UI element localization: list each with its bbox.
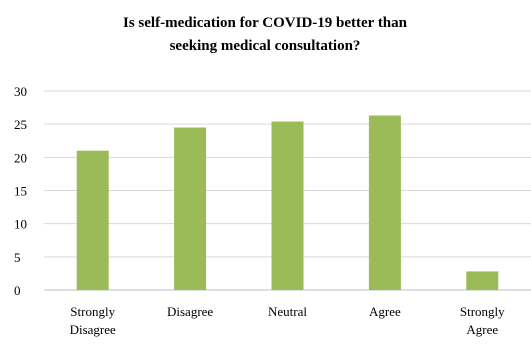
x-category-label: Disagree — [70, 322, 116, 337]
bar — [466, 271, 499, 290]
y-axis-tick-labels: 0 5 10 15 20 25 30 — [14, 84, 27, 298]
x-category-label: Strongly — [460, 304, 505, 319]
y-tick-label: 0 — [14, 283, 21, 298]
bar — [174, 127, 207, 290]
x-category-label: Neutral — [268, 304, 307, 319]
chart-title-line-2: seeking medical consultation? — [170, 38, 361, 54]
chart-title: Is self-medication for COVID-19 better t… — [123, 15, 408, 54]
bar — [368, 115, 401, 290]
y-tick-label: 10 — [14, 217, 27, 232]
x-category-label: Disagree — [167, 304, 213, 319]
y-tick-label: 30 — [14, 84, 27, 99]
y-tick-label: 15 — [14, 184, 27, 199]
chart-title-line-1: Is self-medication for COVID-19 better t… — [123, 15, 408, 31]
x-category-label: Agree — [466, 322, 498, 337]
y-tick-label: 20 — [14, 150, 27, 165]
x-category-label: Agree — [369, 304, 401, 319]
bars — [76, 115, 499, 290]
x-axis-category-labels: Strongly Disagree Disagree Neutral Agree Stro… — [70, 304, 506, 337]
x-category-label: Strongly — [70, 304, 115, 319]
y-tick-label: 25 — [14, 117, 27, 132]
bar — [271, 121, 304, 290]
y-tick-label: 5 — [14, 250, 21, 265]
bar — [76, 150, 109, 290]
